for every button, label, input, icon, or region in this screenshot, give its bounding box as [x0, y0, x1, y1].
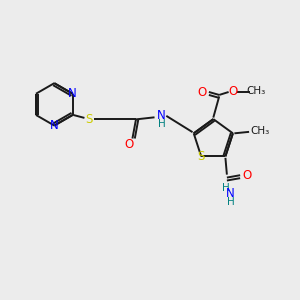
Text: O: O: [228, 85, 238, 98]
Text: CH₃: CH₃: [251, 126, 270, 136]
Text: S: S: [85, 113, 92, 126]
Text: O: O: [125, 139, 134, 152]
Text: H: H: [221, 183, 229, 193]
Text: CH₃: CH₃: [247, 86, 266, 96]
Text: H: H: [158, 119, 166, 129]
Text: S: S: [197, 150, 205, 163]
Text: N: N: [68, 87, 77, 100]
Text: N: N: [226, 187, 235, 200]
Text: O: O: [198, 86, 207, 99]
Text: H: H: [226, 197, 234, 207]
Text: N: N: [157, 109, 165, 122]
Text: O: O: [242, 169, 251, 182]
Text: N: N: [50, 119, 59, 132]
